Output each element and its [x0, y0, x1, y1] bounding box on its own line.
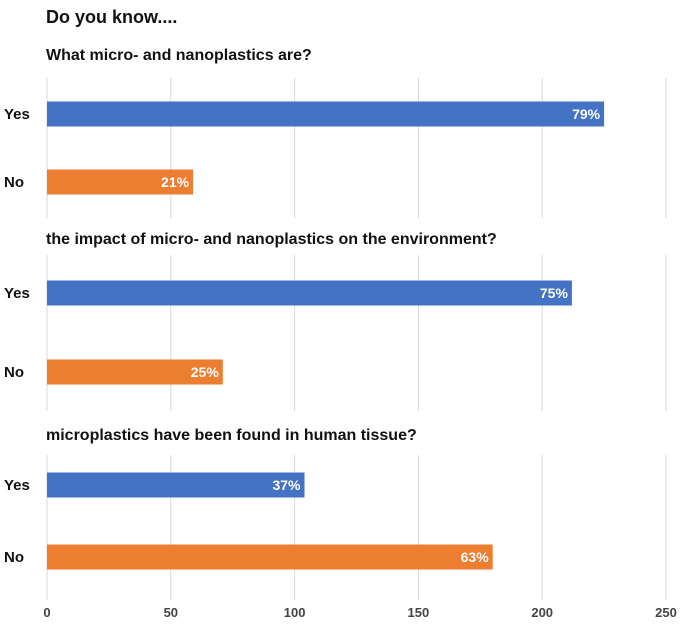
x-tick-label: 250: [655, 605, 677, 620]
category-label-no: No: [4, 364, 24, 381]
data-label-no: 25%: [191, 364, 220, 380]
x-tick-label: 50: [164, 605, 178, 620]
bar-no: [47, 169, 194, 195]
bar-no: [47, 359, 223, 385]
category-label-no: No: [4, 549, 24, 566]
x-tick-label: 150: [408, 605, 430, 620]
category-label-yes: Yes: [4, 285, 30, 302]
data-label-no: 63%: [461, 549, 490, 565]
data-label-yes: 75%: [540, 285, 569, 301]
x-tick-label: 200: [531, 605, 553, 620]
data-label-no: 21%: [161, 174, 190, 190]
category-label-yes: Yes: [4, 477, 30, 494]
chart-panel-1: What micro- and nanoplastics are? Yes 79% N…: [4, 47, 667, 218]
chart-panel-2: the impact of micro- and nanoplastics on…: [4, 231, 667, 411]
data-label-yes: 37%: [272, 477, 301, 493]
category-label-no: No: [4, 174, 24, 191]
bar-yes: [47, 472, 305, 498]
x-tick-label: 100: [284, 605, 306, 620]
data-label-yes: 79%: [572, 106, 601, 122]
panel-title: microplastics have been found in human t…: [46, 427, 417, 444]
panel-title: What micro- and nanoplastics are?: [46, 47, 312, 64]
panel-title: the impact of micro- and nanoplastics on…: [46, 231, 497, 248]
bar-no: [47, 544, 493, 570]
chart-panel-3: microplastics have been found in human t…: [4, 427, 667, 600]
bar-yes: [47, 101, 605, 127]
chart-title: Do you know....: [46, 7, 177, 27]
bar-yes: [47, 280, 572, 306]
x-tick-label: 0: [43, 605, 50, 620]
category-label-yes: Yes: [4, 106, 30, 123]
